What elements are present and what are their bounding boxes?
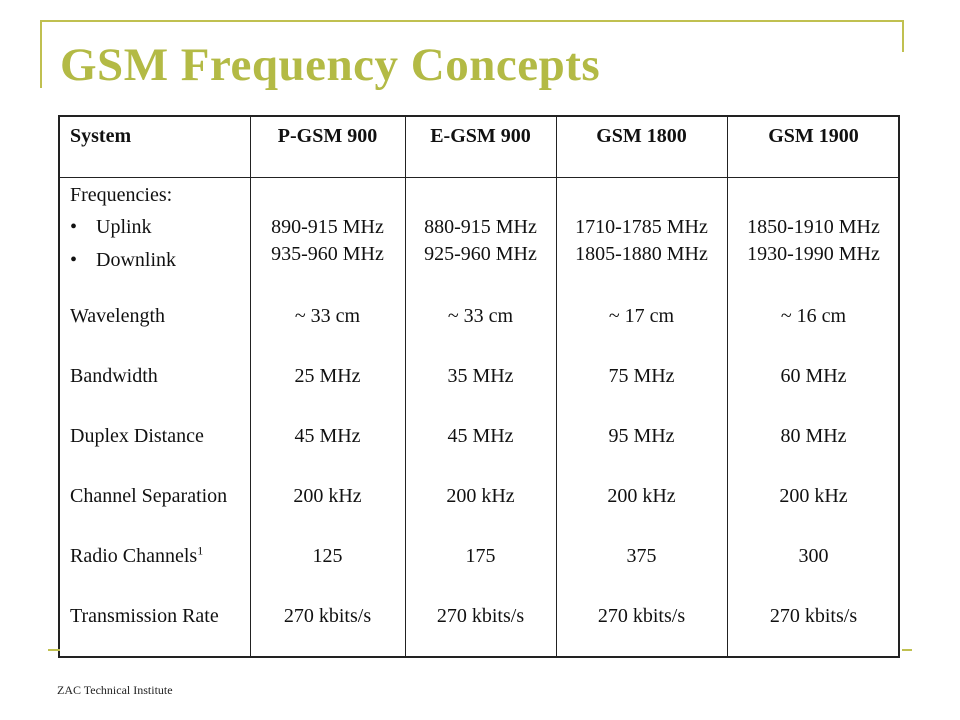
row-label-radio-channels: Radio Channels1 [70,544,203,568]
cell-downlink: 1930-1990 MHz [747,243,880,265]
cell-transmission-rate: 270 kbits/s [436,605,525,627]
header-p-gsm-900: P-GSM 900 [277,125,378,147]
cell-duplex: 45 MHz [447,425,514,447]
row-label-downlink-text: Downlink [96,249,176,271]
row-label-downlink: • Downlink [70,248,176,272]
column-divider [405,117,406,656]
footer-institute: ZAC Technical Institute [57,683,173,697]
bullet-icon: • [70,249,78,271]
cell-radio-channels: 175 [465,545,496,567]
cell-uplink: 880-915 MHz [424,216,537,238]
header-e-gsm-900: E-GSM 900 [430,125,531,147]
gsm-frequency-table: System P-GSM 900 E-GSM 900 GSM 1800 GSM … [58,115,900,658]
cell-downlink: 1805-1880 MHz [575,243,708,265]
cell-duplex: 95 MHz [608,425,675,447]
cell-bandwidth: 25 MHz [294,365,361,387]
row-label-channel-separation: Channel Separation [70,485,228,507]
header-gsm-1900: GSM 1900 [768,125,859,147]
column-divider [727,117,728,656]
row-label-uplink: • Uplink [70,215,152,239]
frame-right-line [902,20,904,52]
column-divider [556,117,557,656]
cell-wavelength: ~ 16 cm [780,305,847,327]
column-divider [250,117,251,656]
cell-radio-channels: 125 [312,545,343,567]
cell-radio-channels: 375 [626,545,657,567]
footnote-marker: 1 [197,543,204,558]
header-divider [60,177,898,178]
header-system: System [70,125,132,147]
cell-uplink: 1850-1910 MHz [747,216,880,238]
footer-line-left [48,649,60,651]
cell-transmission-rate: 270 kbits/s [597,605,686,627]
row-label-duplex-distance: Duplex Distance [70,425,204,447]
cell-channel-separation: 200 kHz [779,485,848,507]
cell-wavelength: ~ 33 cm [294,305,361,327]
cell-wavelength: ~ 17 cm [608,305,675,327]
cell-channel-separation: 200 kHz [446,485,515,507]
row-label-frequencies: Frequencies: [70,184,173,206]
cell-transmission-rate: 270 kbits/s [769,605,858,627]
cell-uplink: 890-915 MHz [271,216,384,238]
row-label-radio-channels-text: Radio Channels [70,545,198,567]
cell-duplex: 45 MHz [294,425,361,447]
cell-transmission-rate: 270 kbits/s [283,605,372,627]
header-gsm-1800: GSM 1800 [596,125,687,147]
slide-title: GSM Frequency Concepts [60,39,601,91]
cell-downlink: 925-960 MHz [424,243,537,265]
bullet-icon: • [70,216,78,238]
cell-radio-channels: 300 [798,545,829,567]
cell-uplink: 1710-1785 MHz [575,216,708,238]
row-label-uplink-text: Uplink [96,216,152,238]
cell-bandwidth: 60 MHz [780,365,847,387]
row-label-transmission-rate: Transmission Rate [70,605,219,627]
cell-wavelength: ~ 33 cm [447,305,514,327]
cell-downlink: 935-960 MHz [271,243,384,265]
frame-left-line [40,20,42,88]
frame-top-line [40,20,904,22]
cell-channel-separation: 200 kHz [293,485,362,507]
row-label-bandwidth: Bandwidth [70,365,158,387]
cell-bandwidth: 75 MHz [608,365,675,387]
footer-line-right [902,649,912,651]
cell-duplex: 80 MHz [780,425,847,447]
cell-bandwidth: 35 MHz [447,365,514,387]
cell-channel-separation: 200 kHz [607,485,676,507]
row-label-wavelength: Wavelength [70,305,166,327]
